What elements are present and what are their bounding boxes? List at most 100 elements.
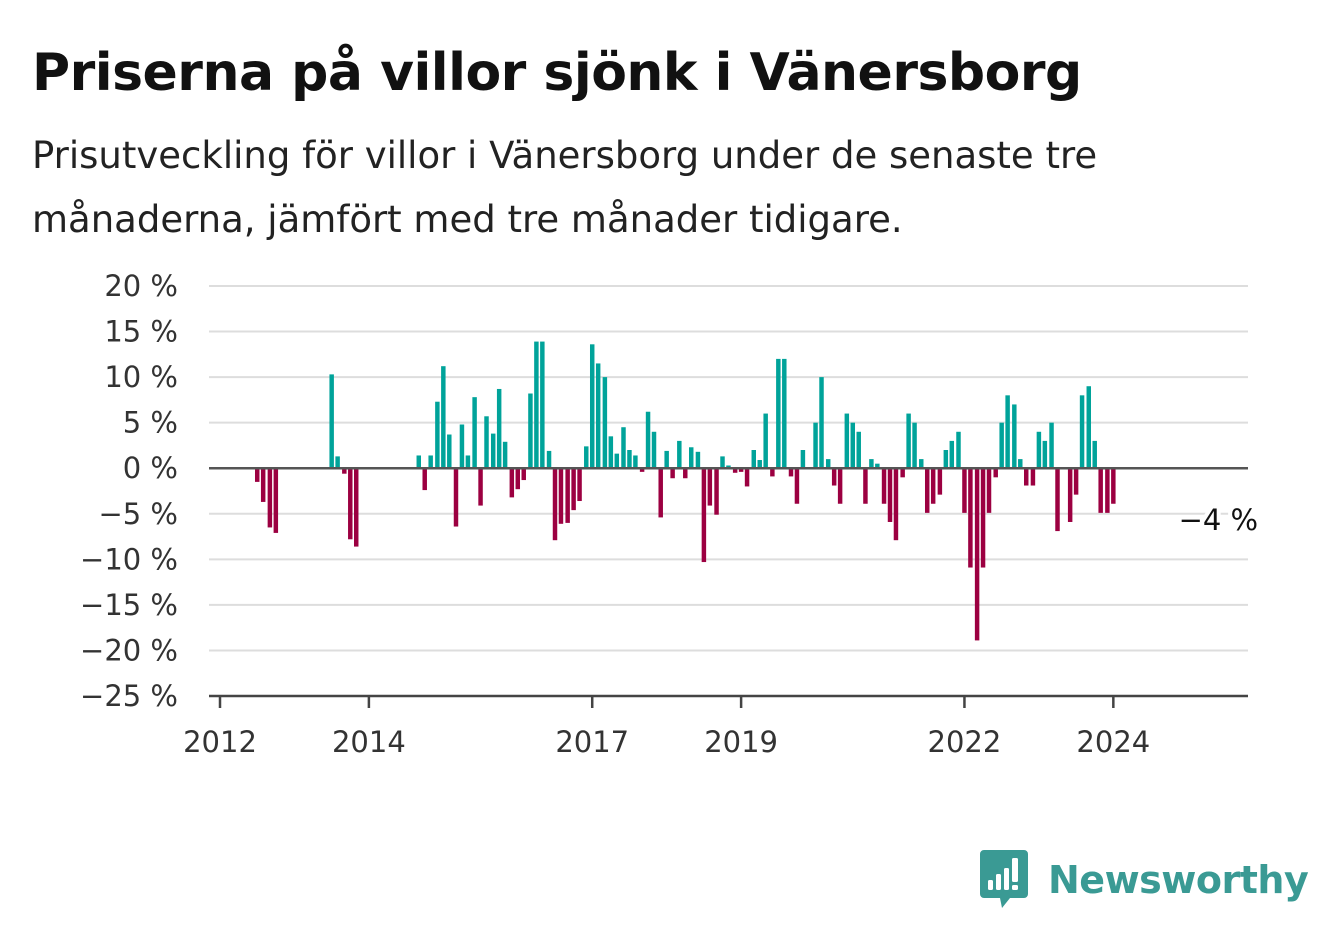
- bar: [273, 468, 279, 533]
- bar: [1086, 386, 1091, 469]
- bar: [571, 468, 576, 511]
- bar: [850, 422, 856, 469]
- bar: [254, 468, 260, 482]
- bar: [956, 431, 961, 469]
- bar: [757, 460, 762, 469]
- bar: [930, 468, 936, 504]
- chart-subtitle: Prisutveckling för villor i Vänersborg u…: [32, 134, 1098, 241]
- x-tick-label: 2012: [183, 725, 257, 759]
- bar: [744, 468, 750, 487]
- bar: [738, 468, 744, 472]
- bar: [869, 459, 874, 469]
- bar: [856, 431, 861, 469]
- bar: [342, 468, 347, 474]
- bar: [788, 468, 794, 477]
- bar: [943, 450, 949, 469]
- bar: [720, 456, 725, 469]
- bar: [267, 468, 273, 528]
- bar: [552, 468, 558, 541]
- bar: [776, 358, 781, 469]
- bar: [974, 468, 980, 641]
- bar: [732, 468, 738, 473]
- x-tick-label: 2022: [928, 725, 1002, 759]
- bar: [608, 436, 614, 469]
- y-tick-label: −10 %: [80, 542, 178, 576]
- bar: [335, 456, 340, 469]
- newsworthy-logo: Newsworthy: [980, 850, 1309, 910]
- bars: [254, 341, 1116, 641]
- bar: [819, 377, 824, 469]
- bar: [881, 468, 887, 504]
- bar: [465, 455, 471, 469]
- bar: [1098, 468, 1103, 513]
- bar: [540, 341, 545, 469]
- bar: [589, 344, 595, 469]
- bar: [906, 413, 911, 469]
- bar: [1055, 468, 1060, 532]
- bar: [726, 465, 731, 469]
- bar: [937, 468, 943, 495]
- bar: [416, 455, 421, 469]
- bar: [993, 468, 998, 478]
- bar: [627, 450, 632, 469]
- bar: [670, 468, 675, 479]
- bar: [595, 363, 601, 469]
- bar: [1030, 468, 1036, 486]
- bar: [962, 468, 967, 513]
- bar: [831, 468, 837, 486]
- bar: [695, 451, 701, 469]
- bar: [1049, 422, 1054, 469]
- x-tick-label: 2019: [704, 725, 778, 759]
- x-axis-labels: 2012 2014 2017 2019 2022 2024: [183, 725, 1150, 759]
- bar-chart: 20 % 15 % 10 % 5 % 0 % −5 % −10 % −15 % −20 % −25…: [80, 269, 1263, 759]
- bar-chart-icon: [980, 850, 1028, 908]
- grid-lines: [209, 285, 1248, 652]
- bar: [435, 401, 440, 469]
- bar: [1012, 404, 1017, 469]
- bar: [496, 388, 502, 469]
- bar: [825, 459, 831, 469]
- bar: [260, 468, 266, 502]
- bar: [887, 468, 893, 522]
- bar: [472, 397, 477, 469]
- bar: [1036, 431, 1042, 469]
- bar: [751, 450, 756, 469]
- x-tick-label: 2024: [1076, 725, 1150, 759]
- y-tick-label: −15 %: [80, 588, 178, 622]
- bar: [1105, 468, 1110, 513]
- bar: [651, 431, 657, 469]
- bar: [602, 377, 608, 469]
- bar: [639, 468, 645, 472]
- y-axis-labels: 20 % 15 % 10 % 5 % 0 % −5 % −10 % −15 % −20 % −25…: [80, 269, 178, 713]
- bar: [986, 468, 992, 513]
- bar: [837, 468, 843, 504]
- y-tick-label: 5 %: [123, 406, 178, 440]
- bar: [534, 341, 539, 469]
- bar: [924, 468, 930, 513]
- bar: [770, 468, 775, 477]
- last-value-annotation: −4 %: [1179, 503, 1259, 537]
- bar: [1067, 468, 1073, 522]
- bar: [875, 463, 880, 469]
- bar: [714, 468, 719, 515]
- bar: [677, 440, 682, 469]
- y-tick-label: 10 %: [104, 360, 178, 394]
- bar: [1005, 395, 1010, 469]
- bar: [1111, 468, 1116, 504]
- bar: [515, 468, 521, 490]
- bar: [794, 468, 800, 504]
- bar: [949, 440, 955, 469]
- bar: [863, 468, 868, 504]
- bar: [428, 455, 433, 469]
- annotations: −4 %: [1175, 499, 1263, 541]
- bar: [664, 450, 669, 469]
- y-tick-label: −25 %: [80, 679, 178, 713]
- bar: [565, 468, 570, 523]
- bar: [683, 468, 688, 479]
- bar: [782, 358, 787, 469]
- x-tick-label: 2014: [332, 725, 406, 759]
- bar: [484, 416, 489, 469]
- bar: [701, 468, 707, 563]
- bar: [1018, 459, 1023, 469]
- bar: [584, 446, 589, 469]
